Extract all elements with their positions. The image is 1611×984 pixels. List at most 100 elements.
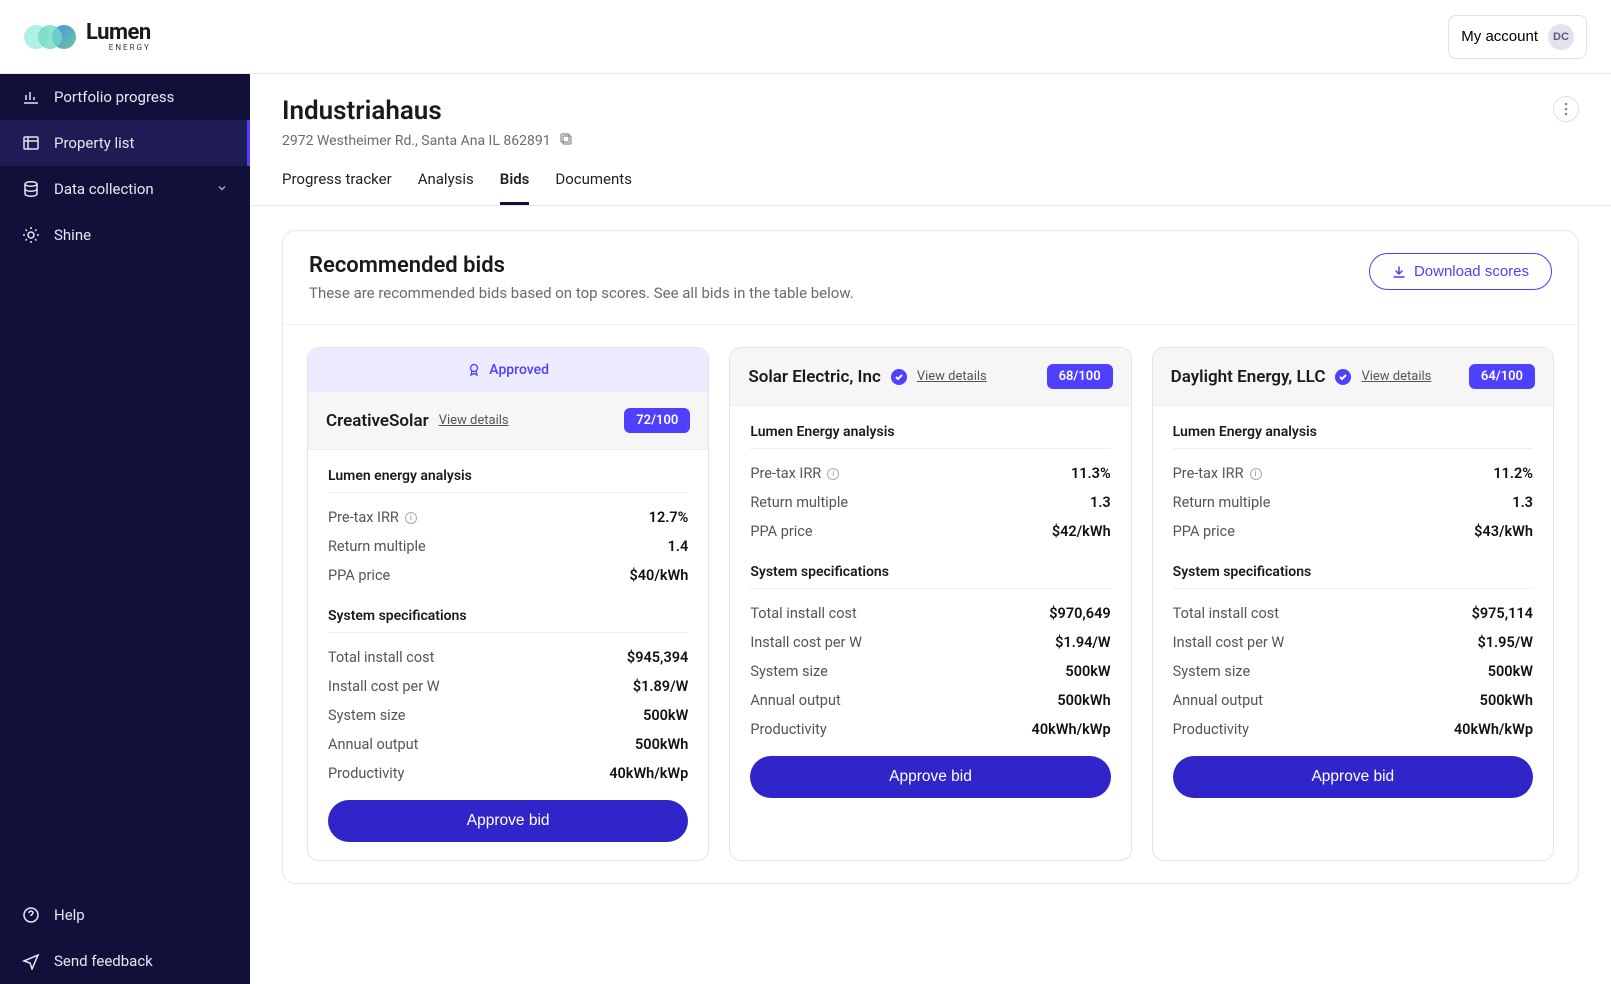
- approve-bid-button[interactable]: Approve bid: [750, 756, 1110, 798]
- stat-value: 1.3: [1090, 494, 1111, 511]
- sidebar-item-portfolio-progress[interactable]: Portfolio progress: [0, 74, 250, 120]
- sidebar-item-feedback[interactable]: Send feedback: [0, 938, 250, 984]
- tabs: Progress tracker Analysis Bids Documents: [250, 150, 1611, 206]
- approved-badge: Approved: [308, 348, 708, 392]
- send-icon: [22, 952, 40, 970]
- bid-card: Approved CreativeSolar View details 72/100 L…: [307, 347, 709, 861]
- stat-label: PPA price: [1173, 523, 1235, 540]
- stat-value: $945,394: [627, 649, 688, 666]
- bid-score: 72/100: [624, 408, 690, 433]
- bid-card-head: Daylight Energy, LLCView details64/100: [1153, 348, 1553, 406]
- stat-value: 40kWh/kWp: [1454, 721, 1533, 738]
- analysis-group-title: Lumen Energy analysis: [1173, 424, 1533, 449]
- bid-score: 68/100: [1047, 364, 1113, 389]
- chevron-down-icon: [216, 180, 228, 198]
- main-content: Industriahaus 2972 Westheimer Rd., Santa…: [250, 74, 1611, 984]
- stat-value: 11.3%: [1071, 465, 1111, 482]
- sidebar: Portfolio progress Property list Data co…: [0, 74, 250, 984]
- stat-value: 500kW: [1488, 663, 1533, 680]
- section-subtitle: These are recommended bids based on top …: [309, 284, 854, 302]
- view-details-link[interactable]: View details: [1361, 369, 1431, 384]
- tab-progress-tracker[interactable]: Progress tracker: [282, 170, 392, 205]
- sidebar-item-property-list[interactable]: Property list: [0, 120, 250, 166]
- copy-icon[interactable]: [559, 132, 573, 150]
- bid-card-body: Lumen energy analysisPre-tax IRR i12.7%R…: [308, 450, 708, 860]
- analysis-group-title: Lumen energy analysis: [328, 468, 688, 493]
- sidebar-item-label: Portfolio progress: [54, 88, 174, 106]
- avatar: DC: [1548, 24, 1574, 50]
- stat-row: System size 500kW: [750, 657, 1110, 686]
- stat-value: 1.4: [668, 538, 689, 555]
- stat-value: $1.95/W: [1477, 634, 1533, 651]
- logo-text: Lumen ENERGY: [86, 22, 151, 52]
- stat-label: Pre-tax IRR i: [1173, 465, 1262, 482]
- stat-row: Return multiple 1.3: [750, 488, 1110, 517]
- tab-analysis[interactable]: Analysis: [418, 170, 474, 205]
- bid-card-body: Lumen Energy analysisPre-tax IRR i11.2%R…: [1153, 406, 1553, 816]
- logo[interactable]: Lumen ENERGY: [24, 22, 151, 52]
- more-button[interactable]: [1553, 96, 1579, 122]
- stat-value: 500kW: [1065, 663, 1110, 680]
- stat-label: Annual output: [328, 736, 418, 753]
- stat-label: Install cost per W: [1173, 634, 1285, 651]
- stat-row: Return multiple1.4: [328, 532, 688, 561]
- my-account-button[interactable]: My account DC: [1448, 15, 1587, 59]
- stat-label: Return multiple: [750, 494, 848, 511]
- bid-card: Daylight Energy, LLCView details64/100Lu…: [1152, 347, 1554, 861]
- info-icon[interactable]: i: [1250, 468, 1262, 480]
- download-icon: [1392, 265, 1406, 279]
- page-title: Industriahaus: [282, 96, 573, 126]
- logo-icon: [24, 25, 76, 49]
- sidebar-item-help[interactable]: Help: [0, 892, 250, 938]
- stat-value: 500kW: [643, 707, 688, 724]
- stat-row: Total install cost$975,114: [1173, 599, 1533, 628]
- stat-value: 12.7%: [649, 509, 689, 526]
- specs-group-title: System specifications: [750, 564, 1110, 589]
- stat-value: 11.2%: [1493, 465, 1533, 482]
- bid-name: CreativeSolar: [326, 411, 429, 431]
- bid-card-body: Lumen Energy analysisPre-tax IRR i11.3%R…: [730, 406, 1130, 816]
- view-details-link[interactable]: View details: [917, 369, 987, 384]
- stat-row: Install cost per W$1.89/W: [328, 672, 688, 701]
- sidebar-item-data-collection[interactable]: Data collection: [0, 166, 250, 212]
- stat-value: $1.89/W: [633, 678, 689, 695]
- stat-value: $40/kWh: [629, 567, 688, 584]
- stat-value: $975,114: [1472, 605, 1533, 622]
- bid-cards: Approved CreativeSolar View details 72/100 L…: [283, 325, 1578, 883]
- view-details-link[interactable]: View details: [439, 413, 509, 428]
- stat-row: Pre-tax IRR i12.7%: [328, 503, 688, 532]
- stat-value: 500kWh: [635, 736, 688, 753]
- sidebar-item-label: Property list: [54, 134, 134, 152]
- bid-name: Solar Electric, Inc: [748, 367, 880, 387]
- stat-row: Total install cost $945,394: [328, 643, 688, 672]
- stat-label: Productivity: [750, 721, 826, 738]
- stat-label: System size: [750, 663, 827, 680]
- info-icon[interactable]: i: [405, 512, 417, 524]
- stat-row: Install cost per W $1.95/W: [1173, 628, 1533, 657]
- stat-row: System size500kW: [1173, 657, 1533, 686]
- stat-label: Install cost per W: [750, 634, 862, 651]
- verified-icon: [891, 369, 907, 385]
- stat-value: $42/kWh: [1052, 523, 1111, 540]
- stat-value: 1.3: [1512, 494, 1533, 511]
- bid-card-head: Solar Electric, Inc View details 68/100: [730, 348, 1130, 406]
- stat-label: Total install cost: [750, 605, 856, 622]
- stat-label: PPA price: [750, 523, 812, 540]
- download-scores-button[interactable]: Download scores: [1369, 253, 1552, 290]
- approve-bid-button[interactable]: Approve bid: [1173, 756, 1533, 798]
- stat-label: Total install cost: [328, 649, 434, 666]
- sidebar-item-label: Send feedback: [54, 952, 153, 970]
- analysis-group-title: Lumen Energy analysis: [750, 424, 1110, 449]
- stat-row: Productivity40kWh/kWp: [328, 759, 688, 788]
- stat-row: Productivity40kWh/kWp: [1173, 715, 1533, 744]
- tab-documents[interactable]: Documents: [555, 170, 632, 205]
- tab-bids[interactable]: Bids: [500, 170, 530, 205]
- sidebar-item-shine[interactable]: Shine: [0, 212, 250, 258]
- info-icon[interactable]: i: [827, 468, 839, 480]
- approve-bid-button[interactable]: Approve bid: [328, 800, 688, 842]
- stat-row: PPA price$40/kWh: [328, 561, 688, 590]
- bid-name: Daylight Energy, LLC: [1171, 367, 1326, 387]
- chart-icon: [22, 88, 40, 106]
- stat-value: 500kWh: [1057, 692, 1110, 709]
- recommended-bids-section: Recommended bids These are recommended b…: [282, 230, 1579, 884]
